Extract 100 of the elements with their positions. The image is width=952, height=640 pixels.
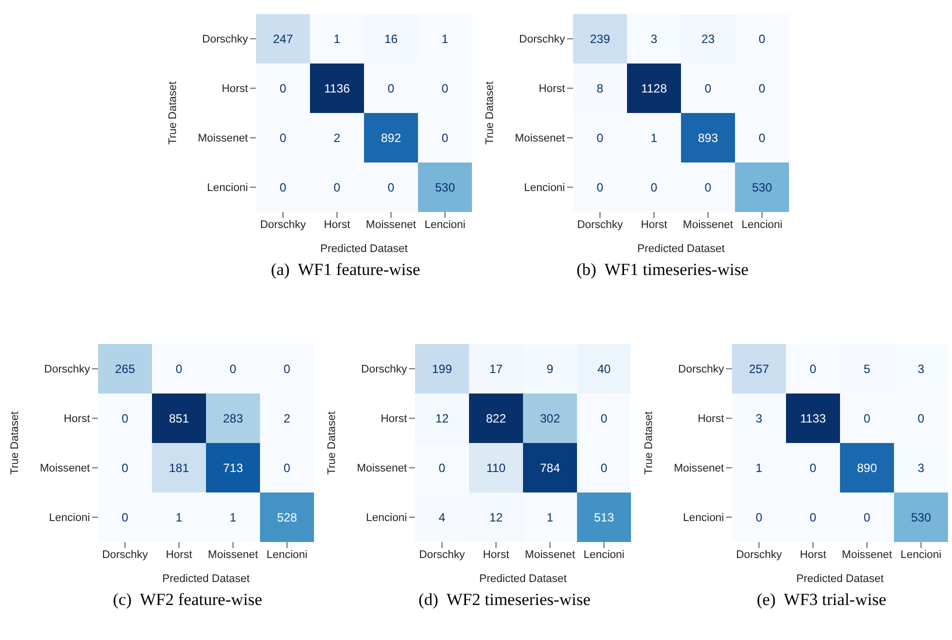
y-tick-label: Horst [380, 413, 407, 426]
x-tick-label: Lencioni [742, 218, 782, 231]
data-label: 0 [810, 510, 817, 524]
text: (c) WF2 feature-wise [112, 590, 264, 610]
data-label: 0 [704, 180, 712, 194]
x-tick-label: Lencioni [584, 548, 624, 561]
y-axis-title: True Dataset [484, 81, 496, 145]
data-label: 893 [698, 130, 718, 145]
x-tick-label: Horst [640, 218, 668, 231]
x-tick-label: Dorschky [102, 548, 148, 561]
data-label: 851 [168, 411, 190, 426]
data-label: 530 [434, 180, 456, 194]
y-tick-label: Dorschky [519, 34, 566, 46]
y-tick-label: Lencioni [683, 512, 724, 524]
data-label: 0 [704, 81, 712, 96]
data-label: 3 [918, 460, 925, 475]
x-tick-label: Dorschky [577, 218, 624, 231]
data-label: 0 [388, 81, 395, 96]
data-label: 257 [748, 362, 770, 376]
y-tick-label: Horst [698, 413, 724, 426]
y-axis-title: True Dataset [326, 411, 338, 475]
data-label: 1 [230, 510, 237, 524]
data-label: 1133 [800, 411, 826, 426]
data-label: 0 [758, 130, 766, 145]
x-axis-title: Predicted Dataset [637, 243, 725, 255]
x-tick-label: Horst [166, 548, 192, 561]
y-tick-label: Moissenet [674, 462, 724, 475]
data-label: 265 [114, 362, 136, 376]
x-tick-label: Lencioni [424, 218, 466, 231]
data-label: 0 [122, 510, 129, 524]
data-label: 0 [758, 81, 766, 96]
y-tick-label: Dorschky [361, 364, 408, 376]
data-label: 302 [540, 411, 560, 426]
x-axis-title: Predicted Dataset [479, 573, 567, 585]
y-tick-label: Dorschky [678, 364, 724, 376]
data-label: 8 [596, 81, 604, 96]
data-label: 40 [597, 362, 611, 376]
y-axis-title: True Dataset [8, 411, 21, 475]
y-tick-label: Moissenet [514, 132, 565, 145]
data-label: 0 [122, 460, 129, 475]
data-label: 1 [442, 32, 449, 46]
data-label: 0 [756, 510, 763, 524]
data-label: 0 [442, 81, 449, 96]
data-label: 0 [284, 362, 291, 376]
data-label: 0 [650, 180, 658, 194]
data-label: 199 [432, 362, 452, 376]
data-label: 0 [864, 411, 871, 426]
data-label: 0 [918, 411, 925, 426]
x-tick-label: Moissenet [842, 548, 892, 561]
data-label: 0 [864, 510, 871, 524]
data-label: 0 [334, 180, 341, 194]
data-label: 239 [590, 32, 610, 46]
data-label: 1136 [324, 81, 350, 96]
data-label: 247 [272, 32, 294, 46]
data-label: 4 [438, 510, 446, 524]
data-label: 513 [594, 510, 614, 524]
data-label: 12 [435, 411, 449, 426]
data-label: 9 [546, 362, 554, 376]
y-tick-label: Lencioni [366, 512, 407, 524]
y-tick-label: Lencioni [207, 182, 248, 194]
data-label: 16 [384, 32, 398, 46]
data-label: 822 [486, 411, 506, 426]
data-label: 892 [380, 130, 402, 145]
data-label: 0 [284, 460, 291, 475]
x-axis-title: Predicted Dataset [796, 573, 884, 585]
data-label: 0 [758, 32, 766, 46]
data-label: 0 [596, 130, 604, 145]
x-tick-label: Dorschky [736, 548, 782, 561]
x-axis-title: Predicted Dataset [320, 243, 408, 255]
data-label: 1 [756, 460, 763, 475]
data-label: 1 [334, 32, 341, 46]
y-axis-title: True Dataset [166, 81, 179, 145]
data-label: 784 [540, 460, 560, 475]
text: (e) WF3 trial-wise [756, 590, 888, 610]
data-label: 0 [600, 460, 608, 475]
y-tick-label: Lencioni [49, 512, 90, 524]
data-label: 3 [756, 411, 763, 426]
data-label: 12 [489, 510, 503, 524]
data-label: 283 [222, 411, 244, 426]
text: (d) WF2 timeseries-wise [417, 590, 592, 610]
y-tick-label: Moissenet [198, 132, 248, 145]
data-label: 530 [752, 180, 772, 194]
data-label: 713 [222, 460, 244, 475]
data-label: 3 [650, 32, 658, 46]
y-tick-label: Moissenet [356, 462, 407, 475]
x-tick-label: Dorschky [419, 548, 466, 561]
y-tick-label: Horst [538, 83, 565, 96]
y-tick-label: Horst [64, 413, 90, 426]
text: (a) WF1 feature-wise [270, 260, 422, 280]
x-tick-label: Lencioni [900, 548, 942, 561]
data-label: 2 [334, 130, 341, 145]
data-label: 0 [442, 130, 449, 145]
data-label: 0 [388, 180, 395, 194]
data-label: 1 [176, 510, 183, 524]
y-tick-label: Lencioni [524, 182, 565, 194]
text: (b) WF1 timeseries-wise [575, 260, 750, 280]
data-label: 181 [168, 460, 190, 475]
y-tick-label: Dorschky [44, 364, 90, 376]
data-label: 17 [489, 362, 503, 376]
data-label: 5 [864, 362, 871, 376]
